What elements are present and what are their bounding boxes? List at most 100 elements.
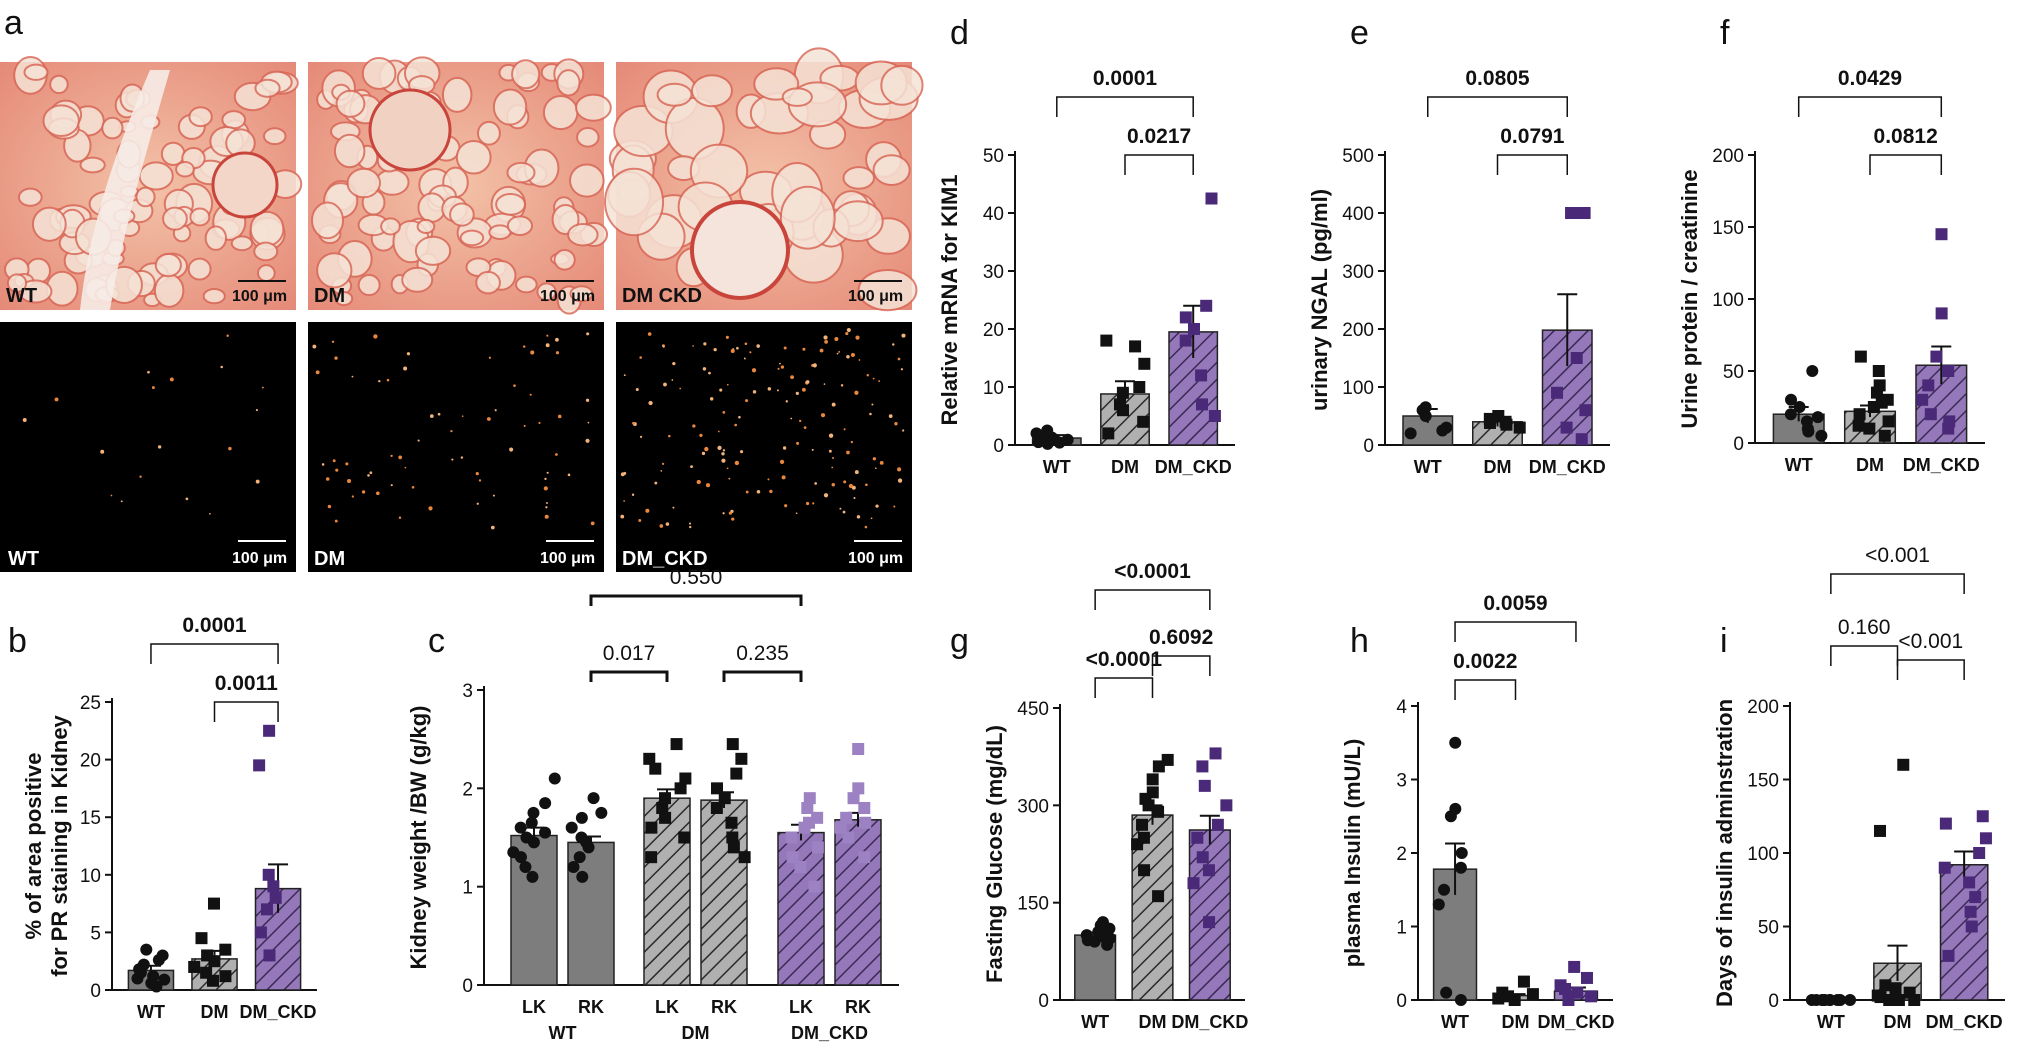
collagen-dot <box>767 478 770 481</box>
y-tick-label: 2 <box>462 779 473 800</box>
y-tick-label: 0 <box>1733 434 1744 455</box>
collagen-dot <box>722 411 726 414</box>
collagen-dot <box>839 507 842 510</box>
collagen-dot <box>865 483 868 487</box>
y-tick-label: 0 <box>993 436 1004 457</box>
collagen-dot <box>730 348 735 354</box>
collagen-dot <box>893 505 896 508</box>
data-point <box>1202 864 1215 877</box>
scale-bar-label: 100 μm <box>540 288 595 305</box>
scale-bar-label: 100 μm <box>848 550 903 567</box>
collagen-dot <box>375 491 380 496</box>
collagen-dot <box>567 473 571 477</box>
collagen-dot <box>689 525 692 529</box>
panel-label-g: g <box>950 622 969 660</box>
collagen-dot <box>731 517 735 521</box>
collagen-dot <box>840 384 844 387</box>
comparison-bracket <box>589 594 803 606</box>
y-axis-label-line: urinary NGAL (pg/ml) <box>1307 189 1332 411</box>
collagen-dot <box>838 350 841 353</box>
collagen-dot <box>347 479 352 484</box>
tubule-shape <box>135 186 156 208</box>
collagen-dot <box>688 522 692 525</box>
data-point <box>1854 350 1867 363</box>
collagen-dot <box>831 402 836 407</box>
collagen-dot <box>704 446 709 452</box>
collagen-dot <box>654 481 658 485</box>
tubule-shape <box>576 127 600 148</box>
collagen-dot <box>361 490 366 494</box>
data-point <box>1872 365 1885 377</box>
y-tick-label: 15 <box>80 808 101 829</box>
micrograph-label: DM <box>314 548 345 570</box>
data-point <box>575 831 588 844</box>
category-label: DM_CKD <box>1171 1012 1248 1032</box>
collagen-dot <box>110 494 113 497</box>
y-tick-label: 50 <box>983 146 1004 167</box>
data-point <box>1823 994 1836 1006</box>
data-point <box>1882 415 1895 428</box>
comparison-bracket <box>1094 677 1154 698</box>
collagen-dot <box>390 484 393 487</box>
category-label: WT <box>1785 455 1813 475</box>
p-value-label: 0.235 <box>736 642 789 665</box>
collagen-dot <box>147 370 150 374</box>
data-point <box>1513 421 1526 434</box>
collagen-dot <box>801 387 806 392</box>
collagen-dot <box>635 387 639 392</box>
collagen-dot <box>367 474 370 477</box>
collagen-dot <box>490 525 495 530</box>
collagen-dot <box>708 371 711 375</box>
collagen-dot <box>897 478 903 483</box>
tubule-shape <box>417 192 447 223</box>
tubule-texture <box>604 47 924 312</box>
data-point <box>738 851 751 864</box>
collagen-dot <box>866 374 870 377</box>
tubule-shape <box>779 185 836 250</box>
collagen-dot <box>478 479 482 482</box>
data-point <box>1454 861 1467 874</box>
collagen-dot <box>892 343 895 346</box>
collagen-dot <box>327 504 332 509</box>
p-value-label: <0.001 <box>1898 630 1963 653</box>
collagen-dot <box>796 441 800 445</box>
collagen-dot <box>255 409 258 412</box>
data-point <box>1138 357 1151 370</box>
data-point <box>1041 424 1054 437</box>
collagen-dot <box>719 388 723 392</box>
data-point <box>207 897 220 910</box>
data-point <box>1030 427 1043 440</box>
p-value-label: <0.001 <box>1865 544 1930 567</box>
p-value-label: 0.0791 <box>1500 125 1565 148</box>
data-point <box>1208 410 1221 422</box>
data-point <box>147 970 160 983</box>
collagen-dot <box>799 419 802 423</box>
collagen-dot <box>476 502 479 505</box>
data-point <box>195 932 208 945</box>
data-point <box>1852 419 1865 432</box>
collagen-dot <box>620 514 625 519</box>
collagen-dot <box>879 460 884 465</box>
data-point <box>649 762 662 775</box>
comparison-bracket <box>1869 154 1943 175</box>
collagen-dot <box>406 352 411 356</box>
collagen-dot <box>659 524 664 528</box>
y-axis-label-line: Days of insulin adminstration <box>1712 699 1737 1007</box>
tubule-shape <box>187 257 212 281</box>
data-point <box>1404 427 1417 440</box>
collagen-signal <box>312 332 595 530</box>
data-point <box>539 797 552 810</box>
collagen-dot <box>811 448 814 451</box>
tubule-shape <box>455 140 492 175</box>
collagen-dot <box>902 429 905 432</box>
collagen-dot <box>647 332 652 336</box>
category-label: DM <box>1484 457 1512 477</box>
collagen-dot <box>545 343 550 348</box>
collagen-dot <box>795 512 798 515</box>
comparison-bracket <box>1124 154 1194 175</box>
collagen-dot <box>696 479 701 485</box>
chart-c: c 0 1 2 3 Kidney weight /BW (g/kg) LK RK LK RK LK R… <box>406 566 899 1043</box>
chart-e: e 0 100 200 300 400 500 urinary NGAL (pg/ml) WT D… <box>1307 14 1610 477</box>
comparison-bracket <box>589 670 669 682</box>
